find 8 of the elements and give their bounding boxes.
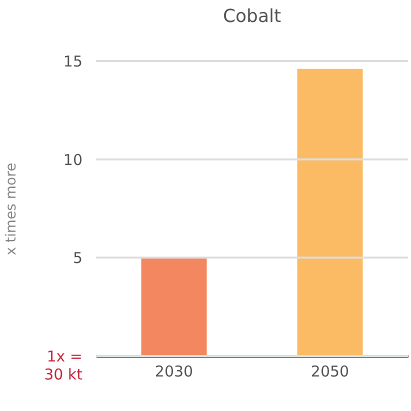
x-tick-label: 2030 (154, 362, 194, 380)
y-tick-label: 5 (72, 249, 82, 268)
y-tick-label: 10 (63, 150, 82, 169)
y-axis-title: x times more (4, 162, 20, 256)
chart-title: Cobalt (222, 6, 282, 27)
y-tick-label: 15 (63, 52, 82, 70)
x-tick-label: 2050 (310, 362, 350, 380)
y-tick-label: 1x = 30 kt (44, 348, 83, 384)
